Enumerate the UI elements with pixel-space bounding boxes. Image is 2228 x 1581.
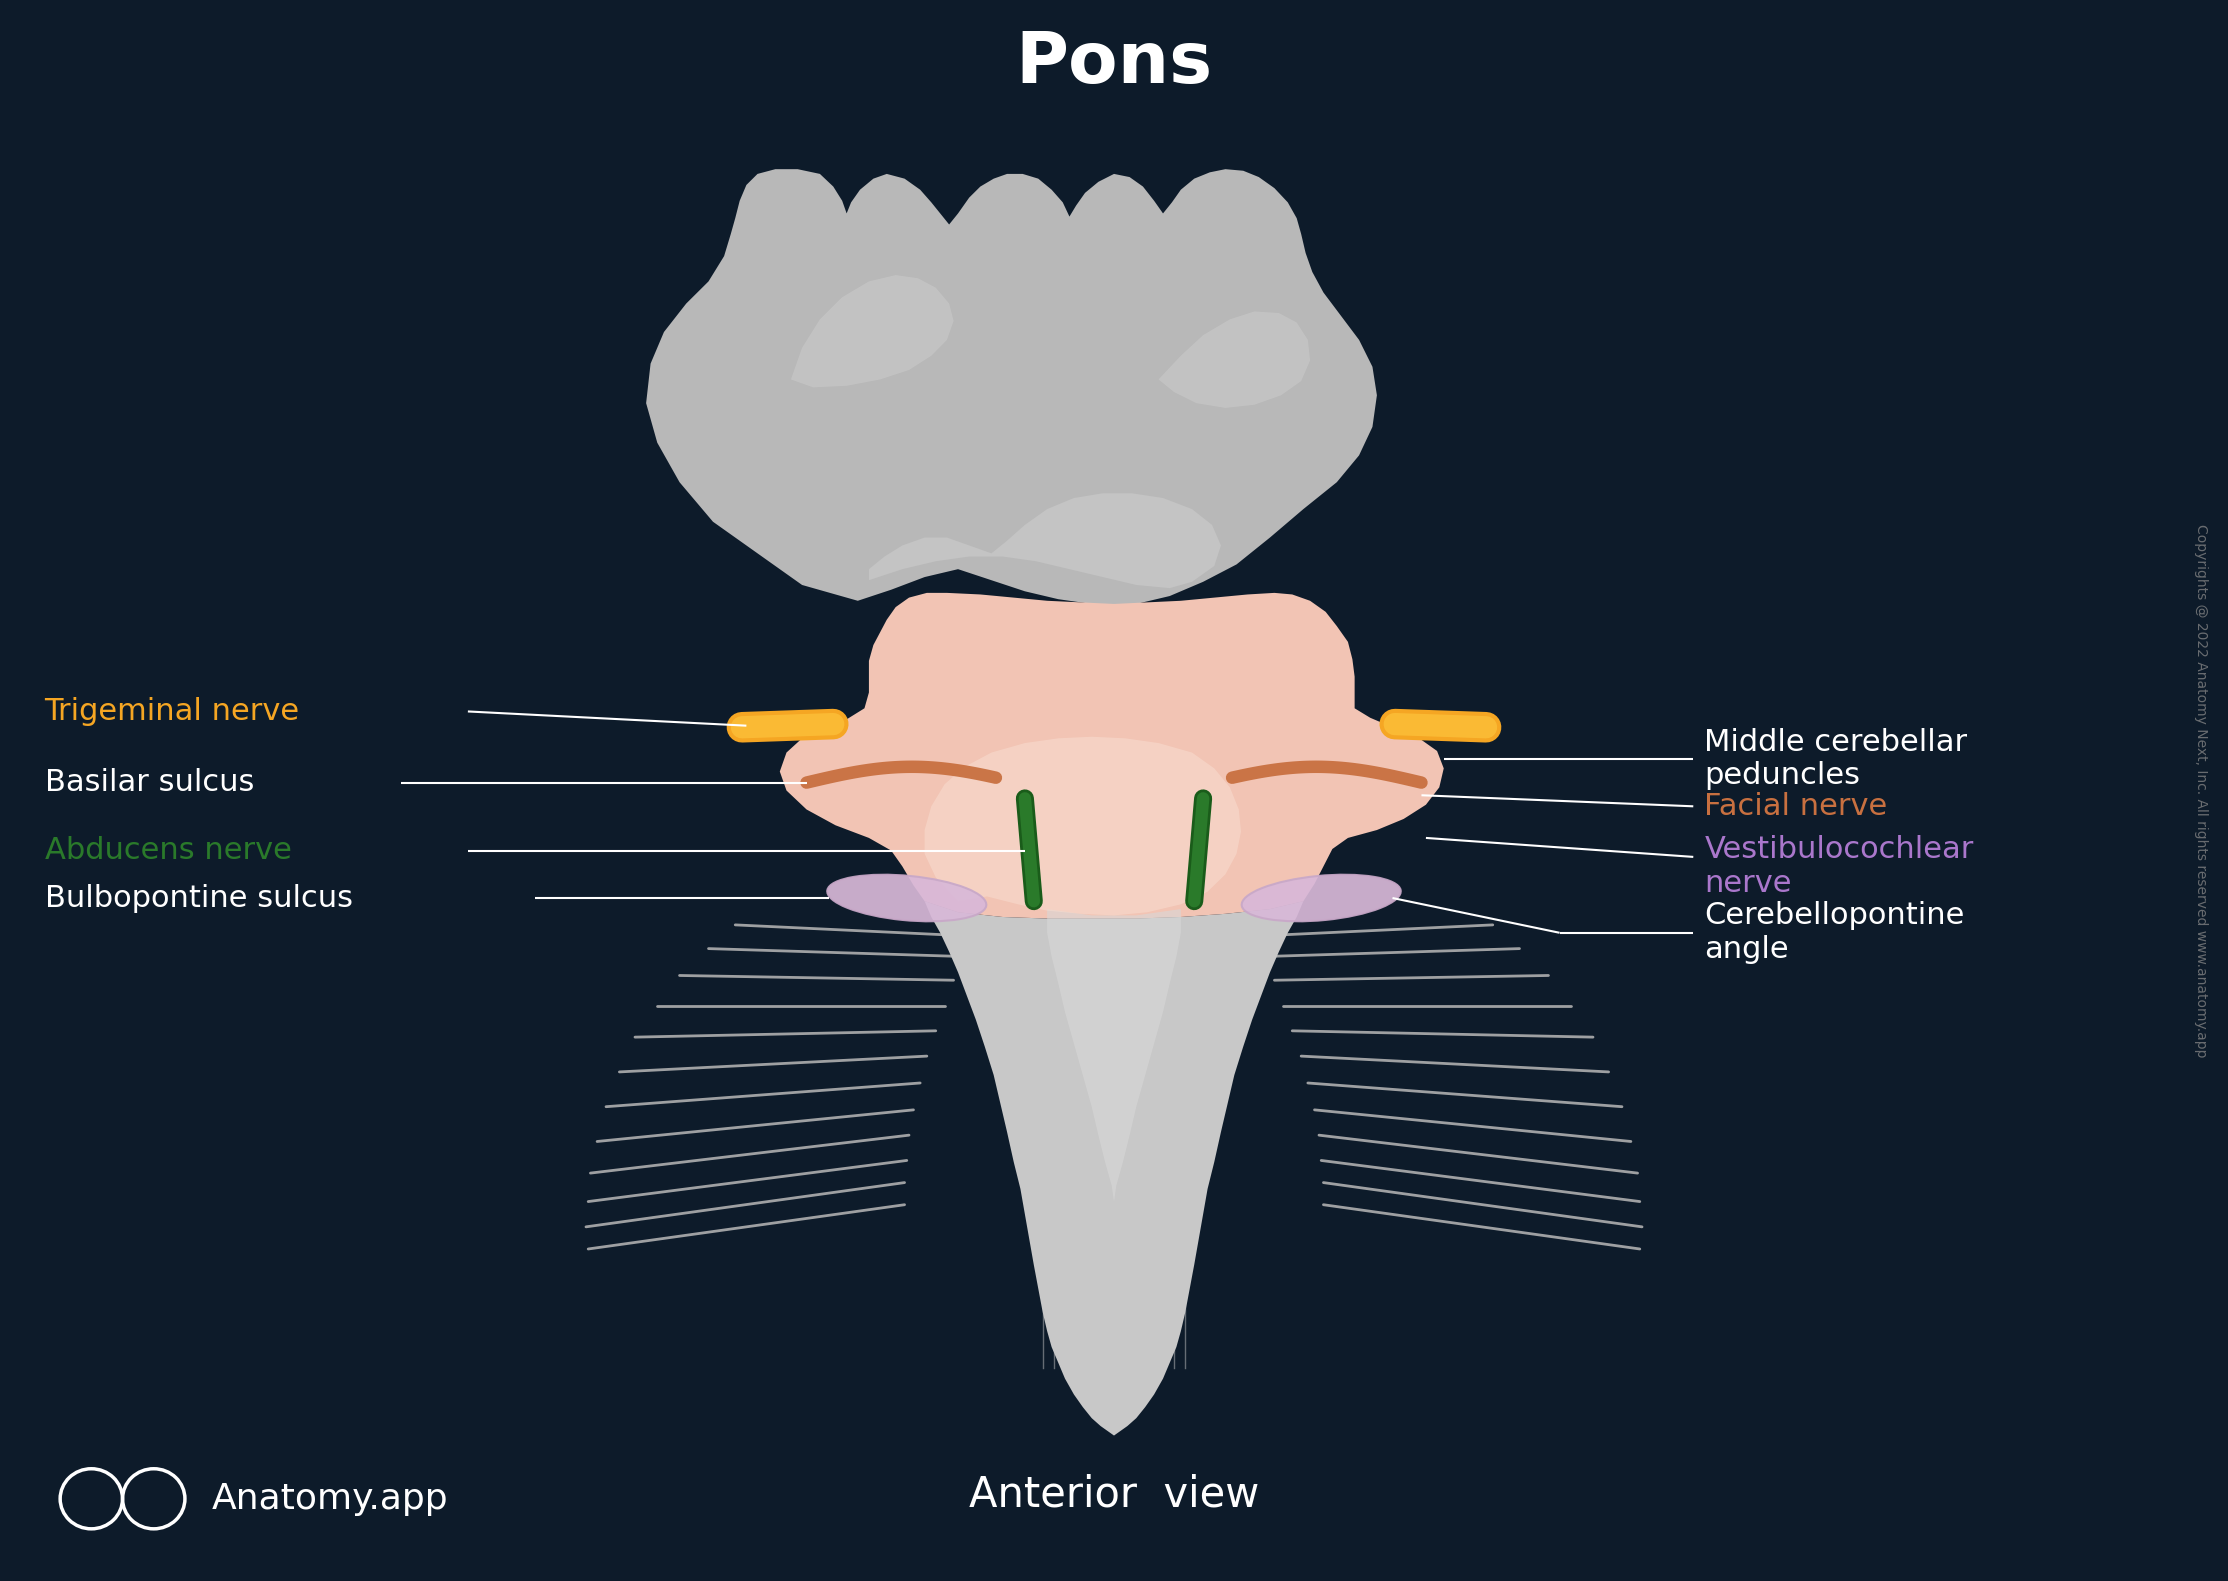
Text: Bulbopontine sulcus: Bulbopontine sulcus: [45, 884, 352, 912]
Ellipse shape: [827, 874, 987, 922]
Text: Facial nerve: Facial nerve: [1704, 792, 1887, 821]
Text: Cerebellopontine
angle: Cerebellopontine angle: [1704, 901, 1965, 964]
Polygon shape: [925, 901, 1303, 1436]
Polygon shape: [1047, 909, 1181, 1202]
Text: Middle cerebellar
peduncles: Middle cerebellar peduncles: [1704, 727, 1967, 790]
Polygon shape: [925, 737, 1241, 915]
Text: Trigeminal nerve: Trigeminal nerve: [45, 697, 301, 726]
Polygon shape: [780, 593, 1444, 919]
Text: Abducens nerve: Abducens nerve: [45, 836, 292, 865]
Text: Pons: Pons: [1016, 28, 1212, 98]
Polygon shape: [646, 169, 1377, 606]
Text: Anterior  view: Anterior view: [969, 1473, 1259, 1515]
Text: Copyrights @ 2022 Anatomy Next, Inc. All rights reserved www.anatomy.app: Copyrights @ 2022 Anatomy Next, Inc. All…: [2195, 523, 2208, 1058]
Ellipse shape: [1241, 874, 1401, 922]
Text: Basilar sulcus: Basilar sulcus: [45, 768, 254, 797]
Polygon shape: [869, 493, 1221, 588]
Polygon shape: [791, 275, 954, 387]
Text: Anatomy.app: Anatomy.app: [212, 1481, 448, 1516]
Polygon shape: [1159, 311, 1310, 408]
Text: Vestibulocochlear
nerve: Vestibulocochlear nerve: [1704, 835, 1974, 898]
